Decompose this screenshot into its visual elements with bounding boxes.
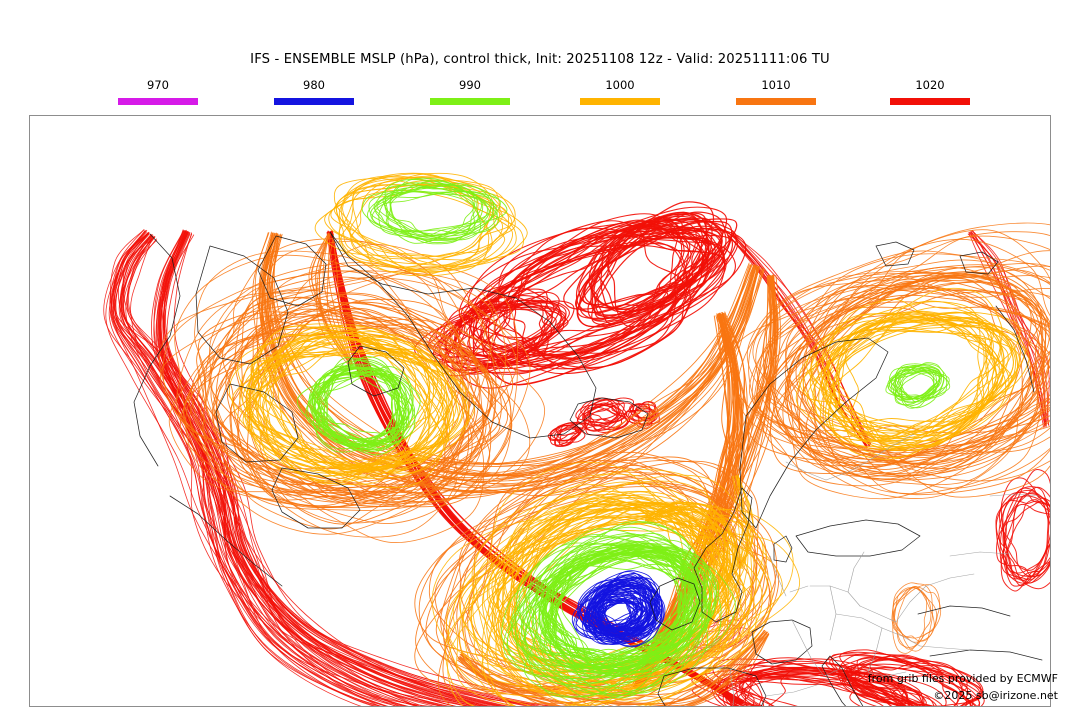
legend-entry-1010: 1010 [716, 79, 836, 105]
legend-swatch-1010 [736, 98, 816, 105]
legend-swatch-980 [274, 98, 354, 105]
legend-swatch-990 [430, 98, 510, 105]
legend-swatch-1020 [890, 98, 970, 105]
chart-title: IFS - ENSEMBLE MSLP (hPa), control thick… [250, 52, 830, 67]
legend-label-1020: 1020 [915, 78, 945, 92]
legend-label-1000: 1000 [605, 78, 635, 92]
legend-entry-970: 970 [98, 79, 218, 105]
legend-label-980: 980 [303, 78, 325, 92]
legend-entry-980: 980 [254, 79, 374, 105]
ensemble-contour-layer [103, 172, 1050, 706]
legend-label-990: 990 [459, 78, 481, 92]
legend-entry-1000: 1000 [560, 79, 680, 105]
map-canvas [103, 172, 1050, 706]
legend-entry-1020: 1020 [870, 79, 990, 105]
legend-swatch-1000 [580, 98, 660, 105]
legend-label-970: 970 [147, 78, 169, 92]
coastline-layer [133, 231, 1043, 706]
country-border-layer [729, 433, 1041, 706]
contour-level-legend: 970 980 990 1000 1010 1020 [0, 79, 1080, 109]
legend-label-1010: 1010 [761, 78, 791, 92]
legend-entry-990: 990 [410, 79, 530, 105]
map-plot-area [29, 115, 1051, 707]
legend-swatch-970 [118, 98, 198, 105]
